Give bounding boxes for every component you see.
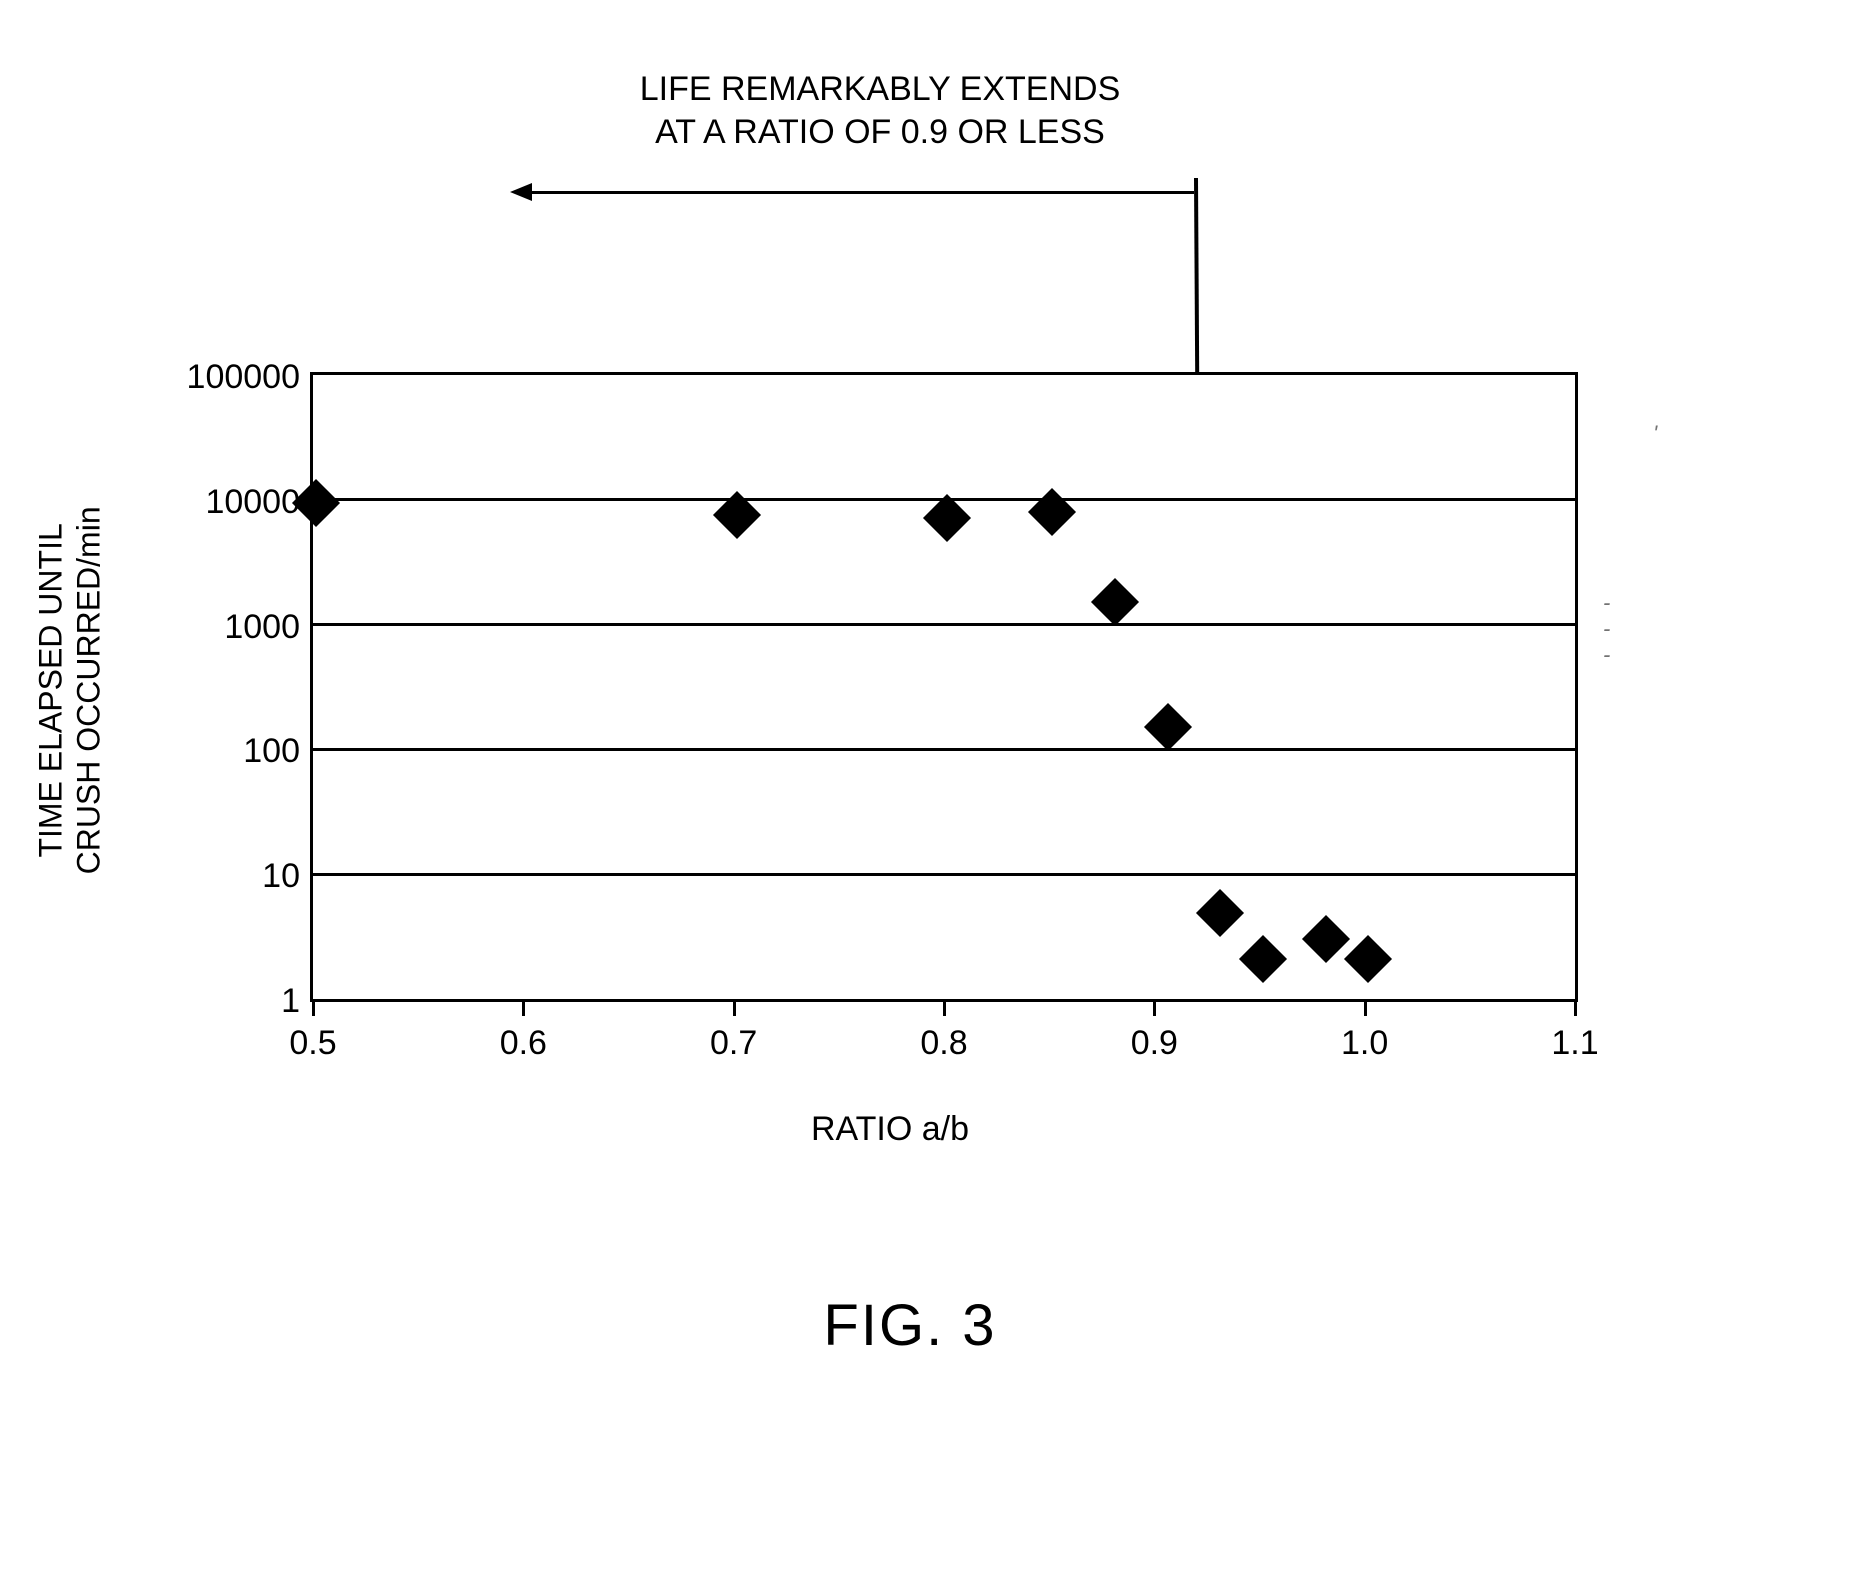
scan-artifact: ' — [1653, 421, 1659, 447]
y-tick-label: 10 — [150, 857, 300, 896]
x-tick-mark — [522, 1002, 525, 1016]
y-gridline — [313, 873, 1575, 876]
annotation-arrow-line — [532, 191, 1194, 194]
annotation-arrow-head — [510, 183, 532, 201]
y-axis-label-line1: TIME ELAPSED UNTIL — [33, 523, 69, 857]
data-point — [1091, 578, 1139, 626]
x-tick-label: 0.5 — [289, 1024, 336, 1063]
y-axis-label-line2: CRUSH OCCURRED/min — [71, 506, 107, 874]
x-tick-label: 0.6 — [500, 1024, 547, 1063]
x-tick-mark — [943, 1002, 946, 1016]
x-tick-mark — [1153, 1002, 1156, 1016]
data-point — [1238, 935, 1286, 983]
scan-artifact: -- - — [1603, 590, 1612, 668]
x-axis-label: RATIO a/b — [700, 1110, 1080, 1149]
x-tick-mark — [1574, 1002, 1577, 1016]
y-axis-label: TIME ELAPSED UNTIL CRUSH OCCURRED/min — [0, 430, 150, 950]
annotation-line-1: LIFE REMARKABLY EXTENDS — [640, 70, 1121, 108]
x-tick-label: 1.1 — [1551, 1024, 1598, 1063]
x-tick-label: 0.7 — [710, 1024, 757, 1063]
page-root: { "annotation": { "line1": "LIFE REMARKA… — [0, 0, 1855, 1592]
y-tick-label: 1000 — [150, 608, 300, 647]
data-point — [1344, 935, 1392, 983]
x-tick-label: 1.0 — [1341, 1024, 1388, 1063]
x-axis-label-text: RATIO a/b — [811, 1110, 969, 1148]
x-tick-label: 0.9 — [1131, 1024, 1178, 1063]
x-tick-mark — [733, 1002, 736, 1016]
x-tick-mark — [312, 1002, 315, 1016]
x-tick-mark — [1364, 1002, 1367, 1016]
data-point — [1028, 488, 1076, 536]
annotation-line-2: AT A RATIO OF 0.9 OR LESS — [655, 113, 1105, 151]
y-tick-label: 10000 — [150, 483, 300, 522]
annotation-text: LIFE REMARKABLY EXTENDS AT A RATIO OF 0.… — [520, 68, 1240, 153]
x-tick-label: 0.8 — [920, 1024, 967, 1063]
data-point — [923, 494, 971, 542]
data-point — [1302, 915, 1350, 963]
y-gridline — [313, 748, 1575, 751]
plot-frame: '-- - — [310, 372, 1578, 1002]
data-point — [1196, 889, 1244, 937]
y-tick-label: 100000 — [150, 358, 300, 397]
figure-caption-text: FIG. 3 — [823, 1293, 996, 1358]
y-tick-label: 1 — [150, 982, 300, 1021]
figure-caption: FIG. 3 — [720, 1292, 1100, 1359]
y-gridline — [313, 623, 1575, 626]
y-tick-label: 100 — [150, 732, 300, 771]
data-point — [1144, 703, 1192, 751]
